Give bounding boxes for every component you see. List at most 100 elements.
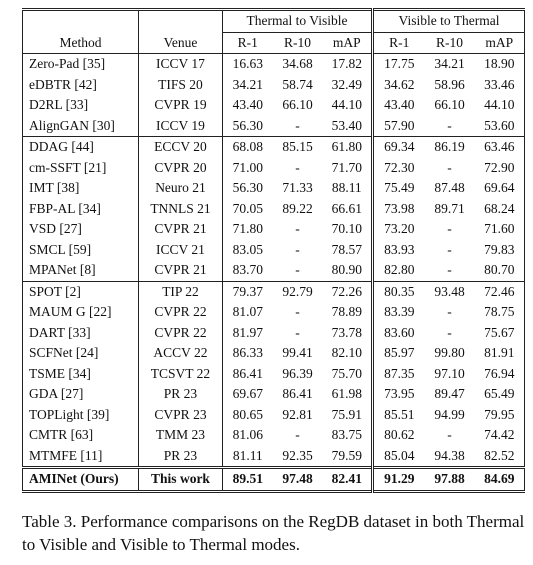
metric-cell: 73.95 <box>371 384 425 405</box>
method-cell: MTMFE [11] <box>29 447 103 463</box>
header-cell <box>138 9 223 32</box>
header-cell <box>23 10 139 33</box>
venue-cell: CVPR 20 <box>138 157 223 178</box>
metric-cell: - <box>447 221 452 237</box>
metric-cell: 61.98 <box>331 386 362 402</box>
metric-cell: 34.68 <box>282 56 313 72</box>
column-header: mAP <box>322 32 373 54</box>
method-cell: IMT [38] <box>29 180 80 196</box>
metric-cell: 73.98 <box>371 198 425 219</box>
metric-cell: - <box>295 221 300 237</box>
metric-cell: 91.29 <box>371 466 425 491</box>
table-row: TSME [34] TCSVT 22 86.41 96.39 75.70 87.35 97.… <box>23 363 525 384</box>
table-row: D2RL [33] CVPR 19 43.40 66.10 44.10 43.40 66.1… <box>23 95 525 116</box>
metric-cell: 93.48 <box>424 280 475 302</box>
venue-cell: ECCV 20 <box>138 136 223 158</box>
metric-cell: 88.11 <box>331 180 362 196</box>
venue-cell: Neuro 21 <box>138 178 223 199</box>
metric-cell: 86.41 <box>282 386 313 402</box>
group-header: Thermal to Visible <box>222 9 373 33</box>
metric-cell: 80.65 <box>222 404 273 425</box>
venue-cell: TMM 23 <box>138 425 223 446</box>
metric-cell: 85.51 <box>371 404 425 425</box>
metric-cell: 71.33 <box>282 180 313 196</box>
metric-cell: 78.89 <box>331 304 362 320</box>
table-row: CMTR [63] TMM 23 81.06 - 83.75 80.62 - 74.42 <box>23 425 525 446</box>
group-header: Visible to Thermal <box>371 9 525 33</box>
method-cell: D2RL [33] <box>29 97 89 113</box>
metric-cell: - <box>295 324 300 340</box>
metric-cell: 56.30 <box>222 115 273 137</box>
metric-cell: 81.07 <box>222 302 273 323</box>
table-row: SMCL [59] ICCV 21 83.05 - 78.57 83.93 - 79.83 <box>23 239 525 260</box>
method-cell: SMCL [59] <box>29 241 92 257</box>
metric-cell: 89.47 <box>434 386 465 402</box>
metric-cell: 89.51 <box>222 466 273 491</box>
metric-cell: 58.74 <box>282 76 313 92</box>
metric-cell: 43.40 <box>222 95 273 116</box>
table-row: GDA [27] PR 23 69.67 86.41 61.98 73.95 89.47 65… <box>23 384 525 405</box>
table-row: TOPLight [39] CVPR 23 80.65 92.81 75.91 85.51… <box>23 404 525 425</box>
column-header: Venue <box>138 32 223 54</box>
metric-cell: - <box>447 117 452 133</box>
method-cell: cm-SSFT [21] <box>29 159 107 175</box>
metric-cell: 99.80 <box>434 345 465 361</box>
metric-cell: 83.75 <box>331 427 362 443</box>
metric-cell: 85.04 <box>371 445 425 468</box>
metric-cell: 97.10 <box>434 365 465 381</box>
metric-cell: 81.91 <box>484 345 515 361</box>
table-row: DART [33] CVPR 22 81.97 - 73.78 83.60 - 75.67 <box>23 322 525 343</box>
method-cell: SCFNet [24] <box>29 345 99 361</box>
method-cell: TOPLight [39] <box>29 406 110 422</box>
metric-cell: 80.62 <box>371 425 425 446</box>
metric-cell: 43.40 <box>371 95 425 116</box>
method-cell: GDA [27] <box>29 386 84 402</box>
method-cell: eDBTR [42] <box>29 76 97 92</box>
metric-cell: 69.34 <box>371 136 425 158</box>
method-cell: MPANet [8] <box>29 262 96 278</box>
metric-cell: 80.90 <box>331 262 362 278</box>
metric-cell: 17.75 <box>371 53 425 75</box>
metric-cell: 81.06 <box>222 425 273 446</box>
metric-cell: - <box>295 262 300 278</box>
column-header: Method <box>22 32 139 54</box>
metric-cell: - <box>295 117 300 133</box>
method-cell: SPOT [2] <box>22 280 139 302</box>
venue-cell: CVPR 19 <box>138 95 223 116</box>
metric-cell: 75.67 <box>484 324 515 340</box>
column-header: R-1 <box>371 32 425 54</box>
metric-cell: 53.60 <box>484 117 515 133</box>
metric-cell: 89.22 <box>282 200 313 216</box>
venue-cell: ACCV 22 <box>138 343 223 364</box>
results-table: Thermal to Visible Visible to Thermal Meth… <box>22 8 525 493</box>
venue-cell: TCSVT 22 <box>138 363 223 384</box>
venue-cell: PR 23 <box>138 384 223 405</box>
venue-cell: PR 23 <box>138 445 223 468</box>
venue-cell: ICCV 17 <box>138 53 223 75</box>
venue-cell: This work <box>138 466 223 491</box>
header-row: Method Venue R-1 R-10 mAP R-1 R-10 mAP <box>22 32 525 54</box>
metric-cell: 58.96 <box>434 76 465 92</box>
venue-cell: CVPR 22 <box>138 302 223 323</box>
metric-cell: 44.10 <box>484 97 515 113</box>
metric-cell: - <box>295 159 300 175</box>
column-header: R-1 <box>222 32 273 54</box>
metric-cell: 72.26 <box>322 280 373 302</box>
metric-cell: 57.90 <box>371 115 425 137</box>
metric-cell: 71.00 <box>222 157 273 178</box>
metric-cell: 71.60 <box>484 221 515 237</box>
metric-cell: - <box>447 324 452 340</box>
header-row: Thermal to Visible Visible to Thermal <box>23 9 525 33</box>
column-header: R-10 <box>424 32 475 54</box>
table-row: VSD [27] CVPR 21 71.80 - 70.10 73.20 - 71.60 <box>23 219 525 240</box>
table-row: AMINet (Ours) This work 89.51 97.48 82.41 91.… <box>22 466 525 491</box>
metric-cell: 83.60 <box>371 322 425 343</box>
table-row: SCFNet [24] ACCV 22 86.33 99.41 82.10 85.97 99… <box>23 343 525 364</box>
metric-cell: 75.91 <box>331 406 362 422</box>
method-cell: DDAG [44] <box>22 136 139 158</box>
metric-cell: 79.83 <box>484 241 515 257</box>
metric-cell: 75.70 <box>331 365 362 381</box>
metric-cell: 34.21 <box>434 56 465 72</box>
venue-cell: CVPR 22 <box>138 322 223 343</box>
